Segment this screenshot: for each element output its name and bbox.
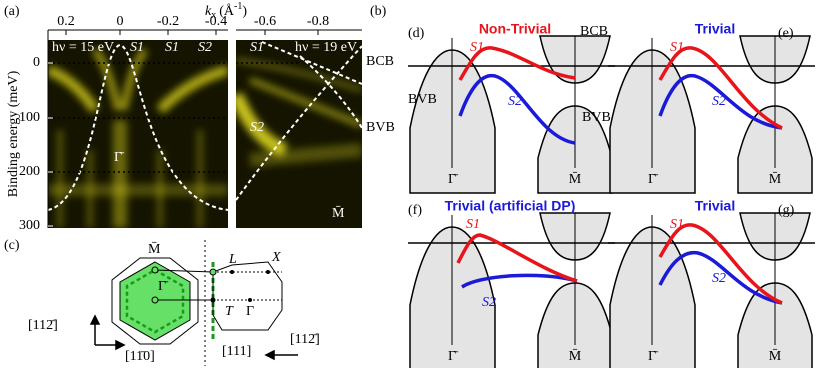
- arpes-bands-right: [236, 57, 362, 167]
- schematic-panel: (d) Non-Trivial S1 S2 Γ̄ M̄ BCB BVB BVB: [408, 21, 615, 194]
- band-label: S1: [130, 40, 144, 55]
- s2-band: [458, 73, 576, 145]
- k-axis-part: ): [242, 4, 247, 19]
- schematic-panel: (g) Trivial S1 S2 Γ̄ M̄: [608, 198, 815, 368]
- panel-title: Trivial: [695, 198, 735, 214]
- y-axis-label: Binding energy (meV): [6, 70, 21, 197]
- s1-band: [456, 233, 578, 283]
- m-label: M̄: [569, 172, 582, 188]
- bz-label: Γ̄: [158, 279, 169, 294]
- s2-label: S2: [712, 94, 726, 109]
- k-axis-part: k: [205, 4, 212, 19]
- photon-energy: hν = 15 eV: [52, 40, 114, 55]
- schematic-panel: (e) Trivial S1 S2 Γ̄ M̄: [608, 21, 815, 194]
- bz-label: M̄: [148, 242, 161, 258]
- s2-band: [658, 250, 783, 305]
- bvb-label: BVB: [582, 110, 611, 125]
- s1-label: S1: [670, 217, 684, 232]
- k-axis-part: x: [211, 10, 216, 21]
- direction-label: [112̄]: [290, 332, 320, 347]
- s1-band: [458, 46, 576, 81]
- bz-diagram: [89, 240, 298, 366]
- panel-label: (g): [778, 203, 795, 218]
- photon-energy: hν = 19 eV: [295, 40, 357, 55]
- s2-label: S2: [482, 295, 496, 310]
- panel-label: (b): [370, 4, 387, 19]
- bvb-label: BVB: [408, 92, 437, 107]
- direction-label: [112̄]: [28, 318, 58, 333]
- bvb-label: BVB: [366, 120, 395, 135]
- panel-title: Trivial (artificial DP): [445, 198, 576, 214]
- k-axis-part: -1: [234, 1, 242, 12]
- s2-label: S2: [712, 271, 726, 286]
- k-axis-label: kx (Å-1): [205, 1, 247, 21]
- bcb-label: BCB: [580, 24, 608, 39]
- gamma-label: Γ̄: [648, 172, 659, 187]
- x-tick-label: 0: [117, 14, 124, 29]
- gamma-label: Γ̄: [448, 349, 459, 364]
- bz-label: Γ: [246, 304, 254, 319]
- m-label: M̄: [769, 172, 782, 188]
- direction-label: [111]: [222, 344, 251, 359]
- panel-label: (f): [408, 203, 422, 218]
- schematics: (d) Non-Trivial S1 S2 Γ̄ M̄ BCB BVB BVB (e) Trivia…: [408, 21, 815, 368]
- k-axis-part: (Å: [219, 3, 235, 19]
- y-tick-label: 200: [19, 164, 40, 179]
- s1-label: S1: [466, 217, 480, 232]
- bcb-label: BCB: [366, 54, 394, 69]
- x-tick-label: -0.4: [205, 14, 227, 29]
- band-label: S1: [165, 40, 179, 55]
- s2-band: [658, 73, 783, 130]
- x-tick-label: -0.2: [157, 14, 179, 29]
- gamma-label: Γ̄: [448, 172, 459, 187]
- y-tick-label: 300: [19, 218, 40, 233]
- bz-label: X: [271, 250, 281, 265]
- x-tick-label: -0.8: [307, 14, 329, 29]
- schematic-panel: (f) Trivial (artificial DP) S1 S2 Γ̄ M̄: [408, 198, 615, 368]
- panel-title: Non-Trivial: [479, 21, 551, 37]
- s1-label: S1: [470, 40, 484, 55]
- m-label: M̄: [569, 349, 582, 365]
- band-label: S1: [250, 40, 264, 55]
- s2-label: S2: [508, 94, 522, 109]
- s1-band: [658, 46, 783, 130]
- y-tick-label: 0: [33, 55, 40, 70]
- panel-label: (d): [408, 26, 425, 41]
- panel-title: Trivial: [695, 21, 735, 37]
- bz-label: L: [228, 252, 237, 267]
- band-label: S2: [250, 120, 264, 135]
- panel-label: (c): [4, 238, 20, 253]
- direction-label: [11̄0]: [125, 349, 155, 364]
- bz-label: T: [225, 304, 234, 319]
- x-tick-label: 0.2: [57, 14, 75, 29]
- gamma-label: Γ̄: [114, 150, 125, 165]
- s1-label: S1: [670, 40, 684, 55]
- dashed-guides: [47, 41, 363, 211]
- arpes-bands-left: [48, 47, 228, 228]
- s1-band: [658, 223, 783, 305]
- m-label: M̄: [332, 206, 345, 222]
- x-tick-label: -0.6: [254, 14, 276, 29]
- dotted-energy-lines: [48, 62, 300, 173]
- panel-label: (e): [778, 26, 794, 41]
- gamma-label: Γ̄: [648, 349, 659, 364]
- panel-label: (a): [4, 4, 20, 19]
- y-tick-label: 100: [19, 110, 40, 125]
- band-label: S2: [198, 40, 212, 55]
- m-label: M̄: [769, 349, 782, 365]
